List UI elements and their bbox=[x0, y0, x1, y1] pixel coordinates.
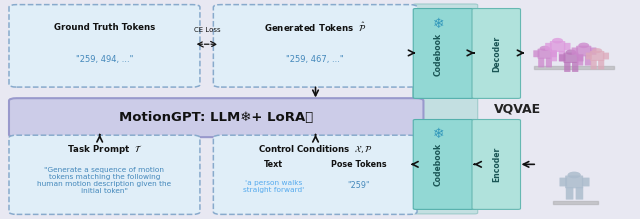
Text: "Generate a sequence of motion
tokens matching the following
human motion descri: "Generate a sequence of motion tokens ma… bbox=[37, 167, 172, 194]
FancyBboxPatch shape bbox=[566, 187, 573, 200]
FancyBboxPatch shape bbox=[546, 58, 552, 67]
Ellipse shape bbox=[592, 48, 602, 53]
FancyBboxPatch shape bbox=[575, 187, 583, 200]
Text: Codebook: Codebook bbox=[434, 143, 443, 186]
FancyBboxPatch shape bbox=[413, 9, 476, 98]
Text: "259, 467, ...": "259, 467, ..." bbox=[286, 55, 344, 64]
FancyBboxPatch shape bbox=[9, 135, 200, 214]
Text: VQVAE: VQVAE bbox=[495, 103, 541, 116]
Text: "259": "259" bbox=[348, 181, 370, 190]
FancyBboxPatch shape bbox=[559, 178, 567, 186]
Text: MotionGPT: LLM❄️+ LoRA🔥: MotionGPT: LLM❄️+ LoRA🔥 bbox=[119, 111, 314, 124]
Text: Ground Truth Tokens: Ground Truth Tokens bbox=[54, 23, 155, 32]
Ellipse shape bbox=[568, 172, 581, 178]
FancyBboxPatch shape bbox=[413, 120, 476, 209]
Text: 'a person walks
straight forward': 'a person walks straight forward' bbox=[243, 180, 305, 193]
FancyBboxPatch shape bbox=[603, 53, 609, 59]
Ellipse shape bbox=[540, 46, 550, 51]
Text: CE Loss: CE Loss bbox=[194, 27, 220, 33]
FancyBboxPatch shape bbox=[572, 62, 579, 72]
FancyBboxPatch shape bbox=[550, 41, 565, 52]
FancyBboxPatch shape bbox=[564, 62, 570, 72]
FancyBboxPatch shape bbox=[545, 43, 552, 50]
Text: Decoder: Decoder bbox=[492, 36, 500, 72]
Text: Generated Tokens  $\hat{\mathcal{P}}$: Generated Tokens $\hat{\mathcal{P}}$ bbox=[264, 21, 367, 34]
FancyBboxPatch shape bbox=[598, 60, 604, 69]
Text: "259, 494, ...": "259, 494, ..." bbox=[76, 55, 133, 64]
Text: Pose Tokens: Pose Tokens bbox=[331, 160, 387, 169]
FancyBboxPatch shape bbox=[565, 175, 583, 188]
FancyBboxPatch shape bbox=[576, 46, 591, 56]
FancyBboxPatch shape bbox=[563, 53, 579, 63]
FancyBboxPatch shape bbox=[550, 50, 557, 57]
FancyBboxPatch shape bbox=[572, 48, 578, 55]
FancyBboxPatch shape bbox=[9, 98, 424, 137]
FancyBboxPatch shape bbox=[585, 55, 591, 65]
FancyBboxPatch shape bbox=[590, 51, 604, 61]
Ellipse shape bbox=[552, 38, 563, 44]
FancyBboxPatch shape bbox=[533, 50, 540, 57]
FancyBboxPatch shape bbox=[550, 51, 557, 61]
FancyBboxPatch shape bbox=[213, 135, 417, 214]
FancyBboxPatch shape bbox=[9, 5, 200, 87]
FancyBboxPatch shape bbox=[538, 58, 545, 67]
Text: Text: Text bbox=[264, 160, 284, 169]
FancyBboxPatch shape bbox=[577, 54, 584, 61]
FancyBboxPatch shape bbox=[213, 5, 417, 87]
FancyBboxPatch shape bbox=[564, 43, 570, 50]
FancyBboxPatch shape bbox=[582, 178, 589, 186]
FancyBboxPatch shape bbox=[586, 53, 592, 59]
FancyBboxPatch shape bbox=[472, 9, 520, 98]
FancyBboxPatch shape bbox=[559, 51, 565, 61]
Text: ❄: ❄ bbox=[433, 17, 444, 30]
FancyBboxPatch shape bbox=[577, 55, 583, 65]
Ellipse shape bbox=[566, 49, 576, 55]
FancyBboxPatch shape bbox=[559, 54, 565, 61]
Ellipse shape bbox=[579, 43, 589, 48]
FancyBboxPatch shape bbox=[590, 48, 596, 55]
FancyBboxPatch shape bbox=[413, 4, 477, 214]
Text: Control Conditions  $\mathcal{X}, \mathcal{P}$: Control Conditions $\mathcal{X}, \mathca… bbox=[258, 143, 372, 155]
Text: ❄: ❄ bbox=[433, 127, 444, 141]
FancyBboxPatch shape bbox=[591, 60, 596, 69]
Text: Task Prompt  $\mathcal{T}$: Task Prompt $\mathcal{T}$ bbox=[67, 143, 142, 156]
Text: Encoder: Encoder bbox=[492, 147, 500, 182]
FancyBboxPatch shape bbox=[472, 120, 520, 209]
Text: Codebook: Codebook bbox=[434, 32, 443, 76]
FancyBboxPatch shape bbox=[538, 49, 552, 59]
